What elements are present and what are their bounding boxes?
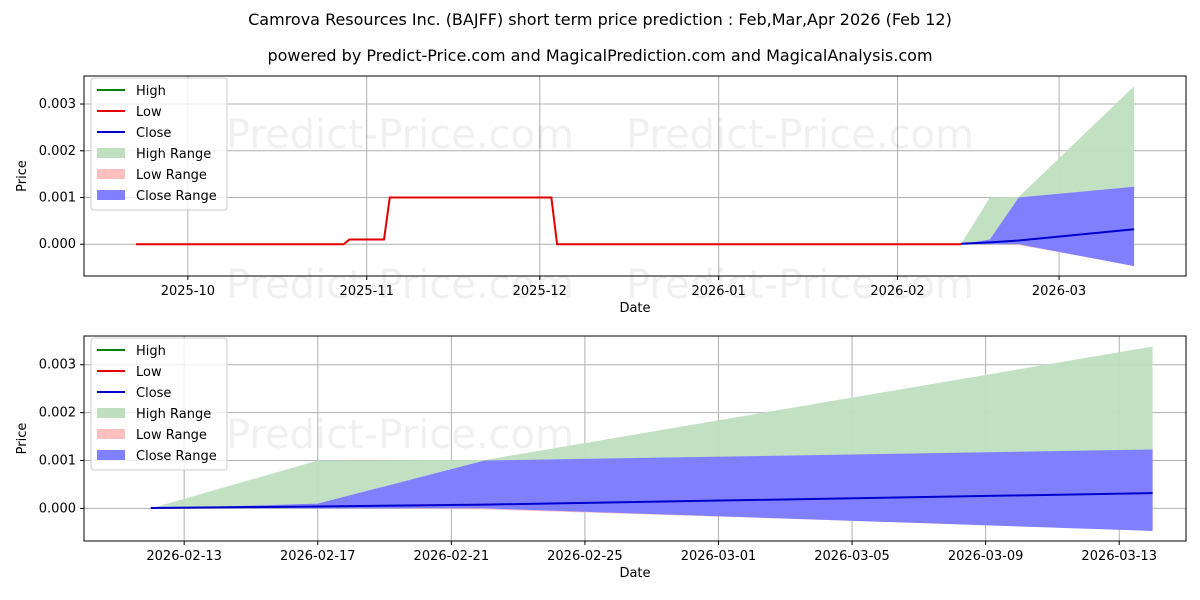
plot-frame <box>83 75 1187 277</box>
close-line <box>960 228 1135 245</box>
watermark: Predict-Price.com <box>626 112 974 158</box>
legend-label: Close Range <box>136 449 217 464</box>
chart-panel-1: 0.000 0.001 0.002 0.003 2025-10 2025-11 2025-1… <box>15 75 1187 316</box>
x-tick-label: 2026-02-25 <box>547 549 623 564</box>
watermark: Predict-Price.com <box>226 112 574 158</box>
legend-label: Low <box>136 105 162 120</box>
low-line <box>135 196 961 246</box>
legend-patch-swatch <box>97 190 125 200</box>
plot-frame <box>83 335 1187 542</box>
x-tick-label: 2025-11 <box>340 284 394 299</box>
legend-label: Close <box>136 386 171 401</box>
x-tick-label: 2026-03-05 <box>814 549 890 564</box>
x-axis-label: Date <box>619 301 650 316</box>
legend-label: Low Range <box>136 168 207 183</box>
x-tick-label: 2026-02 <box>870 284 924 299</box>
y-tick-label: 0.003 <box>39 358 76 373</box>
x-tick-label: 2026-02-13 <box>146 549 222 564</box>
legend-patch-swatch <box>97 429 125 439</box>
x-axis-label: Date <box>619 566 650 581</box>
legend-patch-swatch <box>97 148 125 158</box>
chart-title: Camrova Resources Inc. (BAJFF) short ter… <box>248 10 952 29</box>
y-tick-label: 0.002 <box>39 406 76 421</box>
y-tick-label: 0.002 <box>39 144 76 159</box>
close-range-band <box>150 449 1153 531</box>
legend-label: Close Range <box>136 189 217 204</box>
x-tick-label: 2026-02-21 <box>414 549 490 564</box>
x-tick-label: 2026-02-17 <box>280 549 356 564</box>
y-axis-label: Price <box>15 423 30 455</box>
watermark: Predict-Price.com <box>626 262 974 308</box>
y-tick-label: 0.001 <box>39 190 76 205</box>
legend-label: Close <box>136 126 171 141</box>
chart-subtitle: powered by Predict-Price.com and Magical… <box>267 46 933 65</box>
legend: High Low Close High Range Low Range Close Ran… <box>90 77 228 211</box>
x-tick-label: 2026-03-13 <box>1081 549 1157 564</box>
legend-patch-swatch <box>97 450 125 460</box>
y-tick-label: 0.000 <box>39 501 76 516</box>
x-tick-label: 2026-03-09 <box>948 549 1024 564</box>
legend-label: High Range <box>136 407 211 422</box>
legend-patch-swatch <box>97 169 125 179</box>
close-range-band <box>960 186 1135 267</box>
legend-label: High Range <box>136 147 211 162</box>
y-axis-label: Price <box>15 160 30 192</box>
close-line <box>150 492 1153 509</box>
legend: High Low Close High Range Low Range Close Ran… <box>90 337 228 471</box>
y-tick-label: 0.003 <box>39 97 76 112</box>
watermark: Predict-Price.com <box>226 262 574 308</box>
legend-label: High <box>136 344 166 359</box>
y-tick-label: 0.001 <box>39 454 76 469</box>
legend-label: Low <box>136 365 162 380</box>
x-tick-label: 2025-12 <box>513 284 567 299</box>
chart-panel-2: 0.000 0.001 0.002 0.003 2026-02-13 2026-02-17… <box>15 335 1187 581</box>
x-tick-label: 2026-03-01 <box>681 549 757 564</box>
y-tick-label: 0.000 <box>39 237 76 252</box>
legend-patch-swatch <box>97 408 125 418</box>
x-tick-label: 2026-03 <box>1032 284 1086 299</box>
legend-label: High <box>136 84 166 99</box>
legend-label: Low Range <box>136 428 207 443</box>
x-tick-label: 2026-01 <box>691 284 745 299</box>
x-tick-label: 2025-10 <box>161 284 215 299</box>
watermark: Predict-Price.com <box>226 412 574 458</box>
